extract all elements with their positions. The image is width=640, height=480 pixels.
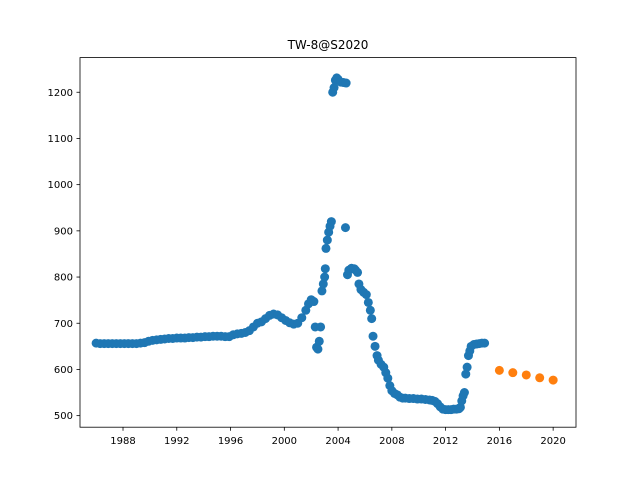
data-point bbox=[535, 373, 545, 383]
data-point bbox=[321, 243, 331, 253]
x-tick-label: 2000 bbox=[272, 436, 297, 447]
y-tick-label: 1000 bbox=[48, 180, 73, 191]
data-point bbox=[365, 305, 375, 315]
data-point bbox=[363, 297, 373, 307]
x-tick-label: 2020 bbox=[540, 436, 565, 447]
data-point bbox=[370, 341, 380, 351]
data-point bbox=[329, 83, 339, 93]
data-point bbox=[314, 336, 324, 346]
data-point bbox=[368, 331, 378, 341]
x-tick-label: 2008 bbox=[379, 436, 404, 447]
data-point bbox=[361, 290, 371, 300]
data-point bbox=[318, 279, 328, 289]
x-tick-label: 2012 bbox=[433, 436, 458, 447]
data-point bbox=[459, 388, 469, 398]
data-point bbox=[297, 313, 307, 323]
data-point bbox=[326, 217, 336, 227]
y-tick-label: 500 bbox=[54, 411, 73, 422]
y-tick-label: 900 bbox=[54, 226, 73, 237]
data-point bbox=[521, 370, 531, 380]
data-point bbox=[480, 338, 490, 348]
y-tick-label: 800 bbox=[54, 273, 73, 284]
data-point bbox=[309, 297, 319, 307]
data-point bbox=[494, 365, 504, 375]
series-1 bbox=[494, 365, 558, 385]
x-tick-label: 2016 bbox=[487, 436, 512, 447]
data-point bbox=[462, 362, 472, 372]
x-tick-label: 1996 bbox=[218, 436, 243, 447]
data-point bbox=[508, 368, 518, 378]
x-tick-label: 2004 bbox=[325, 436, 350, 447]
axes-layer: 1988 1992 1996 2000 2004 2008 2012 2016 2020 500 6… bbox=[48, 57, 577, 447]
data-point bbox=[461, 369, 471, 379]
points-layer bbox=[91, 73, 558, 415]
data-point bbox=[317, 286, 327, 296]
data-point bbox=[383, 373, 393, 383]
data-point bbox=[322, 235, 332, 245]
data-point bbox=[340, 223, 350, 233]
chart-title: TW-8@S2020 bbox=[287, 38, 369, 52]
data-point bbox=[320, 264, 330, 274]
x-tick-label: 1988 bbox=[110, 436, 135, 447]
y-tick-label: 700 bbox=[54, 319, 73, 330]
data-point bbox=[367, 314, 377, 324]
data-point bbox=[341, 78, 351, 88]
y-tick-label: 1100 bbox=[48, 134, 73, 145]
data-point bbox=[316, 322, 326, 332]
data-point bbox=[548, 375, 558, 385]
plot-frame bbox=[79, 57, 577, 428]
series-0 bbox=[91, 73, 490, 415]
x-tick-label: 1992 bbox=[164, 436, 189, 447]
data-point bbox=[313, 344, 323, 354]
y-tick-label: 1200 bbox=[48, 88, 73, 99]
y-tick-label: 600 bbox=[54, 365, 73, 376]
data-point bbox=[320, 272, 330, 282]
data-point bbox=[353, 267, 363, 277]
